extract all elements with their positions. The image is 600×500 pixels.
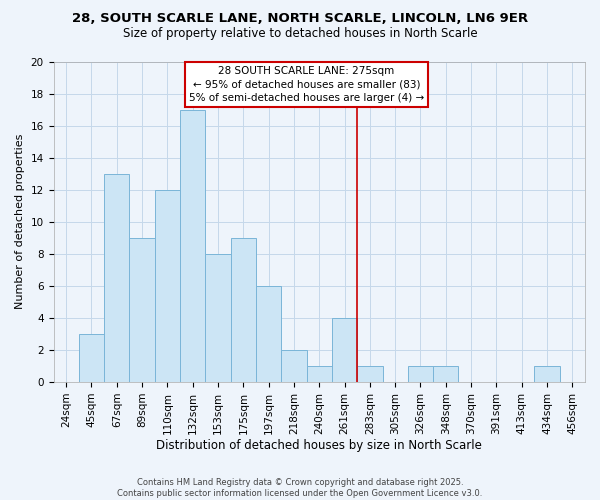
Bar	[357, 366, 383, 382]
Text: 28, SOUTH SCARLE LANE, NORTH SCARLE, LINCOLN, LN6 9ER: 28, SOUTH SCARLE LANE, NORTH SCARLE, LIN…	[72, 12, 528, 26]
Bar	[130, 238, 155, 382]
Bar	[180, 110, 205, 382]
Bar	[256, 286, 281, 382]
Text: 28 SOUTH SCARLE LANE: 275sqm
← 95% of detached houses are smaller (83)
5% of sem: 28 SOUTH SCARLE LANE: 275sqm ← 95% of de…	[189, 66, 424, 102]
Bar	[205, 254, 230, 382]
Bar	[104, 174, 130, 382]
Bar	[230, 238, 256, 382]
Bar	[79, 334, 104, 382]
Bar	[307, 366, 332, 382]
Bar	[433, 366, 458, 382]
Y-axis label: Number of detached properties: Number of detached properties	[15, 134, 25, 310]
Bar	[281, 350, 307, 382]
Text: Contains HM Land Registry data © Crown copyright and database right 2025.
Contai: Contains HM Land Registry data © Crown c…	[118, 478, 482, 498]
Bar	[155, 190, 180, 382]
Bar	[408, 366, 433, 382]
Text: Size of property relative to detached houses in North Scarle: Size of property relative to detached ho…	[122, 28, 478, 40]
Bar	[332, 318, 357, 382]
X-axis label: Distribution of detached houses by size in North Scarle: Distribution of detached houses by size …	[157, 440, 482, 452]
Bar	[535, 366, 560, 382]
